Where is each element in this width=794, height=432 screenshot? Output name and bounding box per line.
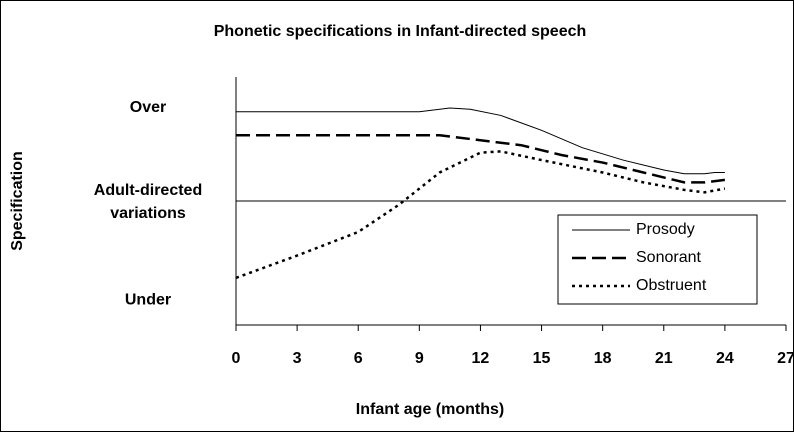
y-tick-label: Adult-directed variations	[94, 182, 202, 222]
legend-label: Prosody	[636, 221, 695, 238]
x-tick-label: 12	[472, 350, 490, 367]
legend-label: Sonorant	[636, 249, 701, 266]
chart-title: Phonetic specifications in Infant-direct…	[214, 23, 587, 40]
x-tick-label: 24	[716, 350, 734, 367]
series-line	[236, 107, 725, 175]
x-tick-label: 9	[415, 350, 424, 367]
y-tick-label: Over	[130, 99, 166, 116]
series-line	[235, 150, 726, 280]
x-tick-label: 21	[655, 350, 673, 367]
x-tick-label: 15	[533, 350, 551, 367]
x-tick-label: 6	[354, 350, 363, 367]
x-tick-label: 3	[293, 350, 302, 367]
x-tick-label: 18	[594, 350, 612, 367]
y-tick-label: Under	[125, 291, 171, 308]
y-axis-label: Specification	[9, 151, 26, 251]
x-tick-label: 27	[777, 350, 794, 367]
legend-label: Obstruent	[636, 277, 707, 294]
x-tick-label: 0	[232, 350, 241, 367]
x-axis-label: Infant age (months)	[356, 401, 504, 418]
series-line	[236, 134, 726, 184]
